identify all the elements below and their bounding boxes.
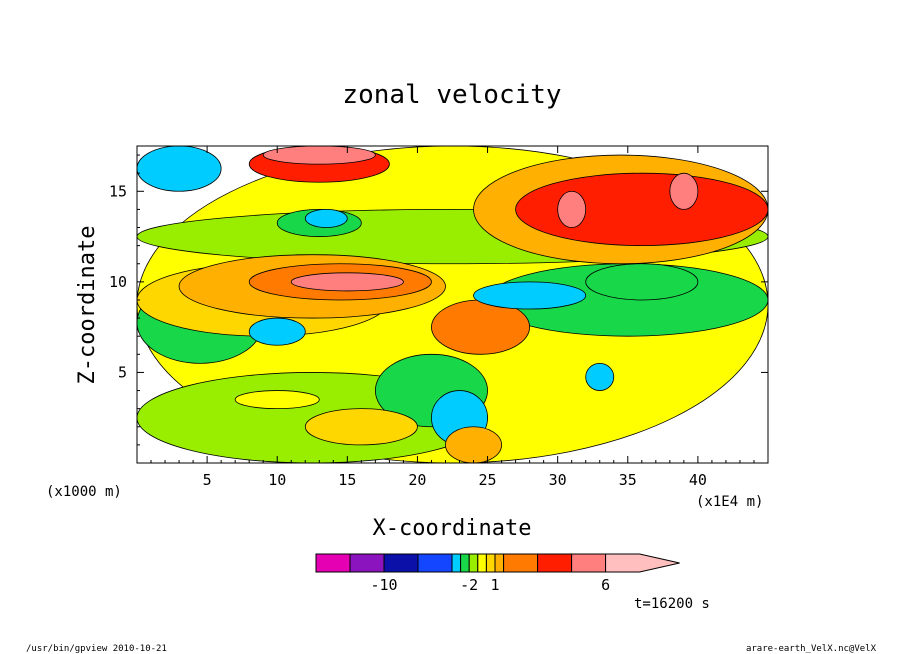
y-tick-label-15: 15 [109, 182, 127, 200]
colorbar-label--2: -2 [460, 576, 478, 594]
x-axis-unit: (x1E4 m) [696, 494, 763, 510]
colorbar: -10 -2 1 6 [315, 553, 680, 594]
chart-title: zonal velocity [342, 80, 561, 110]
x-tick-label-15: 15 [338, 471, 356, 489]
colorbar-swatch-12 [571, 553, 607, 573]
colorbar-swatch-4 [451, 553, 462, 573]
colorbar-swatch-5 [460, 553, 470, 573]
contour-region-26 [445, 426, 502, 463]
colorbar-swatch-11 [537, 553, 573, 573]
colorbar-swatch-0 [315, 553, 351, 573]
y-tick-label-5: 5 [118, 363, 127, 381]
colorbar-label-6: 6 [601, 576, 610, 594]
colorbar-swatch-8 [485, 553, 496, 573]
contour-region-23 [248, 317, 306, 346]
contour-region-27 [234, 390, 320, 410]
x-tick-label-25: 25 [479, 471, 497, 489]
contour-region-12 [557, 190, 587, 228]
y-axis-ticks: 5 10 15 [109, 154, 768, 446]
contour-region-15 [262, 146, 376, 165]
colorbar-swatch-1 [349, 553, 385, 573]
x-tick-label-35: 35 [619, 471, 637, 489]
time-label: t=16200 s [634, 596, 710, 612]
x-axis-ticks: 5 10 15 20 25 30 35 40 [150, 146, 755, 489]
x-tick-label-20: 20 [408, 471, 426, 489]
contour-field [137, 146, 768, 463]
colorbar-extension-arrow [605, 553, 680, 573]
footer-left: /usr/bin/gpview 2010-10-21 [26, 644, 167, 654]
x-tick-label-30: 30 [549, 471, 567, 489]
colorbar-swatch-3 [417, 553, 453, 573]
contour-region-17 [304, 208, 348, 228]
x-tick-label-40: 40 [689, 471, 707, 489]
colorbar-label-1: 1 [490, 576, 499, 594]
plot-frame [136, 145, 769, 464]
contour-region-24 [585, 362, 615, 391]
y-axis-label: Z-coordinate [75, 226, 100, 385]
colorbar-swatch-6 [468, 553, 479, 573]
contour-region-18 [585, 263, 699, 301]
colorbar-swatch-2 [383, 553, 419, 573]
colorbar-swatch-7 [477, 553, 487, 573]
contour-region-8 [290, 272, 404, 292]
footer-right: arare-earth_VelX.nc@VelX [746, 644, 877, 654]
contour-region-11 [515, 172, 768, 247]
colorbar-swatch-10 [503, 553, 539, 573]
colorbar-label--10: -10 [370, 576, 397, 594]
contour-region-20 [137, 146, 222, 192]
y-axis-unit: (x1000 m) [46, 484, 122, 500]
x-tick-label-5: 5 [203, 471, 212, 489]
x-axis-label: X-coordinate [373, 516, 532, 541]
contour-region-19 [473, 281, 587, 310]
x-tick-label-10: 10 [268, 471, 286, 489]
y-tick-label-10: 10 [109, 273, 127, 291]
colorbar-swatch-9 [494, 553, 505, 573]
contour-region-25 [304, 408, 418, 446]
contour-region-13 [669, 172, 699, 210]
